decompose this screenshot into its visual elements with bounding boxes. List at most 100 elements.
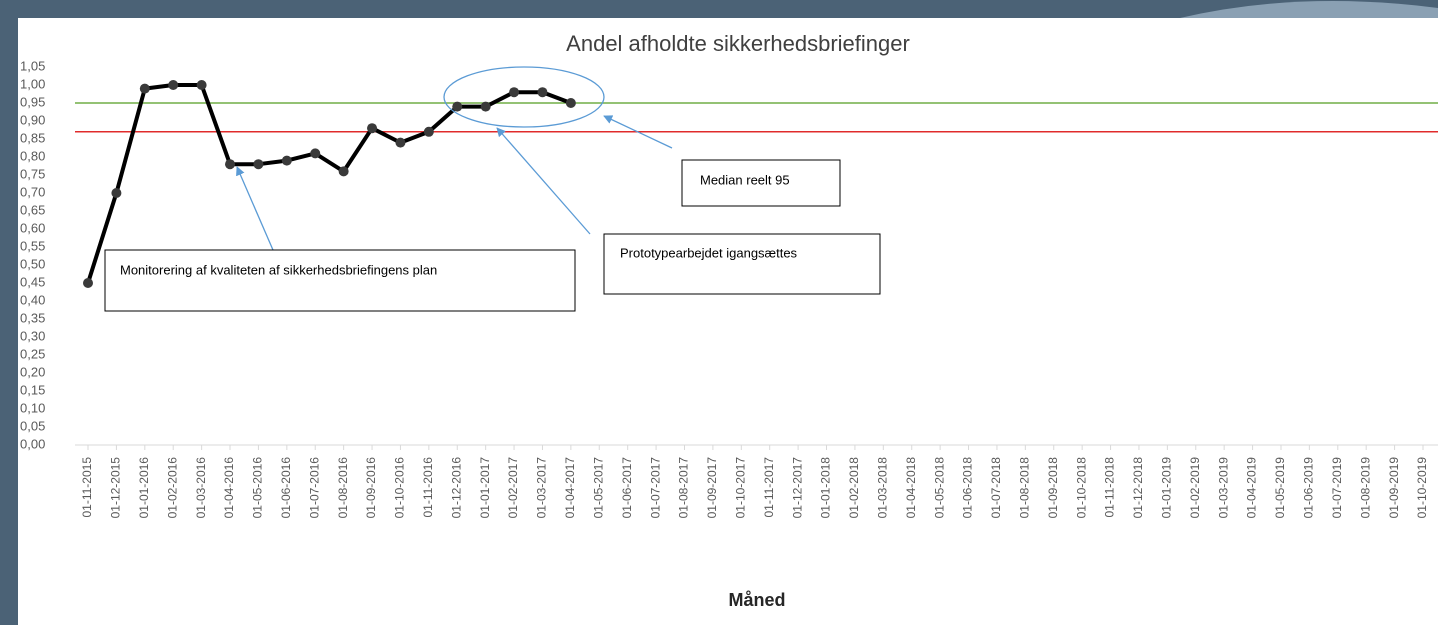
x-tick-label: 01-10-2017 bbox=[733, 457, 747, 519]
x-tick-label: 01-04-2016 bbox=[222, 457, 236, 519]
annotation-text: Prototypearbejdet igangsættes bbox=[620, 245, 798, 260]
x-tick-label: 01-01-2016 bbox=[137, 457, 151, 519]
data-point bbox=[310, 148, 321, 159]
x-tick-label: 01-06-2017 bbox=[620, 457, 634, 519]
data-point bbox=[196, 80, 207, 90]
y-tick-label: 0,85 bbox=[20, 130, 45, 145]
x-tick-label: 01-05-2018 bbox=[932, 457, 946, 519]
x-tick-label: 01-05-2019 bbox=[1273, 457, 1287, 519]
data-point bbox=[537, 87, 548, 98]
x-axis-label: Måned bbox=[728, 590, 785, 610]
data-point bbox=[111, 188, 122, 198]
x-tick-label: 01-02-2019 bbox=[1188, 457, 1202, 519]
x-tick-label: 01-05-2017 bbox=[591, 457, 605, 519]
x-tick-label: 01-01-2018 bbox=[819, 457, 833, 519]
chart-title: Andel afholdte sikkerhedsbriefinger bbox=[566, 31, 910, 56]
highlight-ellipse bbox=[443, 66, 605, 128]
y-tick-label: 0,65 bbox=[20, 202, 45, 217]
annotation-text: Monitorering af kvaliteten af sikkerheds… bbox=[120, 262, 437, 277]
y-tick-label: 0,15 bbox=[20, 382, 45, 397]
annotation-box bbox=[603, 233, 881, 295]
x-tick-label: 01-12-2016 bbox=[449, 457, 463, 519]
x-tick-label: 01-07-2018 bbox=[989, 457, 1003, 519]
y-tick-label: 0,50 bbox=[20, 256, 45, 271]
y-tick-label: 0,00 bbox=[20, 436, 45, 451]
y-tick-label: 0,35 bbox=[20, 310, 45, 325]
y-tick-label: 0,05 bbox=[20, 418, 45, 433]
x-tick-label: 01-06-2016 bbox=[279, 457, 293, 519]
y-tick-label: 0,45 bbox=[20, 274, 45, 289]
x-tick-label: 01-11-2015 bbox=[80, 457, 94, 518]
x-tick-label: 01-11-2016 bbox=[421, 457, 435, 518]
data-point bbox=[281, 155, 292, 166]
x-tick-label: 01-12-2015 bbox=[109, 457, 123, 519]
x-tick-label: 01-03-2019 bbox=[1216, 457, 1230, 519]
x-tick-label: 01-04-2017 bbox=[563, 457, 577, 519]
x-tick-label: 01-03-2016 bbox=[194, 457, 208, 519]
x-tick-label: 01-01-2019 bbox=[1160, 457, 1174, 519]
y-tick-label: 0,80 bbox=[20, 148, 45, 163]
y-tick-label: 1,05 bbox=[20, 58, 45, 73]
x-tick-label: 01-08-2016 bbox=[336, 457, 350, 519]
x-tick-label: 01-12-2018 bbox=[1131, 457, 1145, 519]
x-tick-label: 01-05-2016 bbox=[251, 457, 265, 519]
x-tick-label: 01-09-2018 bbox=[1046, 457, 1060, 519]
y-tick-label: 0,20 bbox=[20, 364, 45, 379]
data-point bbox=[423, 126, 434, 137]
y-tick-label: 0,25 bbox=[20, 346, 45, 361]
x-tick-label: 01-06-2019 bbox=[1302, 457, 1316, 519]
y-tick-label: 0,10 bbox=[20, 400, 45, 415]
data-point bbox=[338, 166, 349, 177]
y-tick-label: 0,75 bbox=[20, 166, 45, 181]
data-point bbox=[452, 101, 463, 112]
x-tick-label: 01-02-2018 bbox=[847, 457, 861, 519]
y-tick-label: 0,40 bbox=[20, 292, 45, 307]
x-tick-label: 01-08-2017 bbox=[677, 457, 691, 519]
plot-background bbox=[18, 18, 1438, 625]
x-tick-label: 01-09-2017 bbox=[705, 457, 719, 519]
x-tick-label: 01-09-2016 bbox=[364, 457, 378, 519]
x-tick-label: 01-10-2019 bbox=[1415, 457, 1429, 519]
y-tick-label: 0,55 bbox=[20, 238, 45, 253]
annotation-text: Median reelt 95 bbox=[700, 172, 790, 187]
plot: 0,00 0,05 0,10 0,15 0,20 0,25 0,30 0,35 0,40 0,45… bbox=[20, 58, 1438, 518]
x-tick-label: 01-07-2017 bbox=[648, 457, 662, 519]
x-tick-label: 01-10-2016 bbox=[393, 457, 407, 519]
y-tick-label: 1,00 bbox=[20, 76, 45, 91]
y-tick-label: 0,70 bbox=[20, 184, 45, 199]
data-point bbox=[168, 80, 179, 90]
x-tick-label: 01-11-2018 bbox=[1103, 457, 1117, 518]
arrow bbox=[496, 127, 591, 235]
x-tick-label: 01-03-2017 bbox=[535, 457, 549, 519]
data-point bbox=[139, 83, 150, 94]
x-tick-label: 01-01-2017 bbox=[478, 457, 492, 519]
y-tick-label: 0,30 bbox=[20, 328, 45, 343]
x-tick-label: 01-10-2018 bbox=[1074, 457, 1088, 519]
annotation-box bbox=[681, 159, 841, 207]
data-point bbox=[395, 137, 406, 148]
x-tick-label: 01-06-2018 bbox=[961, 457, 975, 519]
x-tick-label: 01-07-2019 bbox=[1330, 457, 1344, 519]
x-tick-label: 01-02-2016 bbox=[165, 457, 179, 519]
annotation-box bbox=[104, 249, 576, 312]
data-point bbox=[83, 278, 93, 288]
y-tick-label: 0,60 bbox=[20, 220, 45, 235]
data-point bbox=[225, 159, 236, 170]
x-tick-label: 01-02-2017 bbox=[506, 457, 520, 519]
x-tick-label: 01-03-2018 bbox=[875, 457, 889, 519]
x-tick-label: 01-09-2019 bbox=[1387, 457, 1401, 519]
data-point bbox=[509, 87, 520, 98]
data-point bbox=[480, 101, 491, 112]
annotations: Monitorering af kvaliteten af sikkerheds… bbox=[104, 66, 881, 312]
arrow bbox=[603, 115, 673, 149]
y-tick-label: 0,95 bbox=[20, 94, 45, 109]
x-tick-label: 01-08-2019 bbox=[1358, 457, 1372, 519]
x-tick-label: 01-11-2017 bbox=[762, 457, 776, 518]
x-tick-label: 01-12-2017 bbox=[790, 457, 804, 519]
data-point bbox=[253, 159, 264, 170]
data-point bbox=[367, 123, 378, 134]
frame-decoration bbox=[1180, 0, 1438, 18]
data-point bbox=[565, 98, 576, 108]
